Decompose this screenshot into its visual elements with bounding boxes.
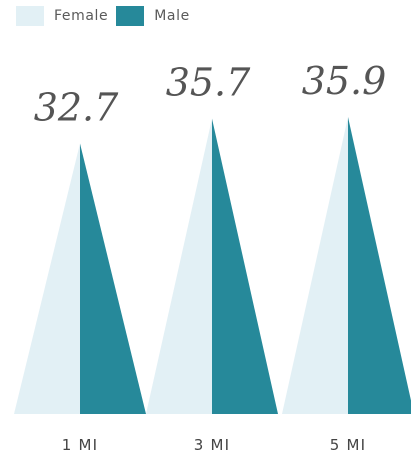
x-tick-label-2: 3 MI [194,436,230,454]
x-tick-label-3: 5 MI [330,436,366,454]
legend-item-female: Female [16,6,108,26]
legend-swatch-female [16,6,44,26]
bar-male-3 [348,117,411,414]
data-label-3: 35.9 [302,59,387,103]
bar-female-3 [282,117,348,414]
legend: Female Male [16,6,190,26]
bar-female-1 [14,143,80,414]
x-tick-label-1: 1 MI [62,436,98,454]
bar-female-2 [146,118,212,414]
legend-label-male: Male [154,8,190,24]
bar-male-2 [212,118,278,414]
data-label-2: 35.7 [166,61,251,105]
legend-label-female: Female [54,8,109,24]
legend-swatch-male [116,6,145,26]
bar-male-1 [80,143,146,414]
data-label-1: 32.7 [34,85,119,129]
legend-item-male: Male [116,6,190,26]
